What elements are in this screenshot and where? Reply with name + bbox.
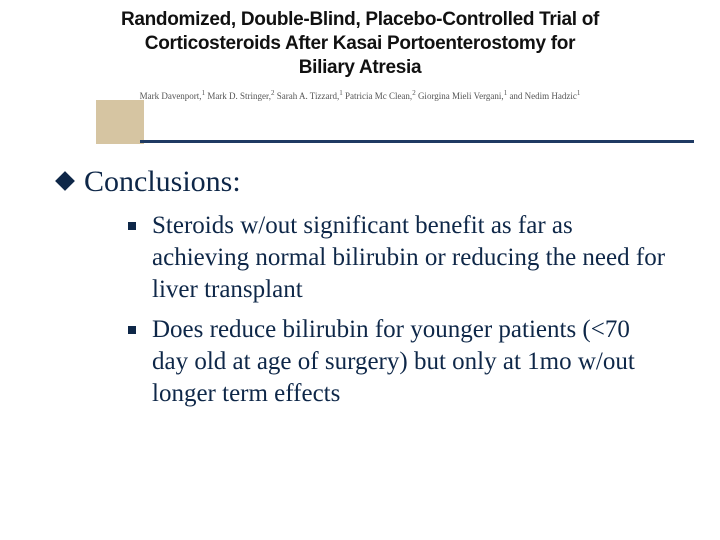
- title-line-3: Biliary Atresia: [40, 56, 680, 80]
- bullet-label: Conclusions:: [84, 164, 241, 200]
- sub-text-2: Does reduce bilirubin for younger patien…: [152, 314, 672, 410]
- square-bullet-icon: [128, 222, 136, 230]
- diamond-bullet-icon: [55, 171, 75, 191]
- bullet-item: Conclusions:: [58, 164, 680, 200]
- slide: Randomized, Double-Blind, Placebo-Contro…: [0, 0, 720, 540]
- sub-list: Steroids w/out significant benefit as fa…: [128, 210, 680, 410]
- slide-content: Conclusions: Steroids w/out significant …: [58, 164, 680, 418]
- decorative-block: [96, 100, 144, 144]
- square-bullet-icon: [128, 326, 136, 334]
- paper-title: Randomized, Double-Blind, Placebo-Contro…: [40, 8, 680, 79]
- list-item: Steroids w/out significant benefit as fa…: [128, 210, 680, 306]
- sub-text-1: Steroids w/out significant benefit as fa…: [152, 210, 672, 306]
- title-line-2: Corticosteroids After Kasai Portoenteros…: [40, 32, 680, 56]
- decorative-rule: [140, 140, 694, 143]
- list-item: Does reduce bilirubin for younger patien…: [128, 314, 680, 410]
- paper-header: Randomized, Double-Blind, Placebo-Contro…: [40, 8, 680, 101]
- title-line-1: Randomized, Double-Blind, Placebo-Contro…: [40, 8, 680, 32]
